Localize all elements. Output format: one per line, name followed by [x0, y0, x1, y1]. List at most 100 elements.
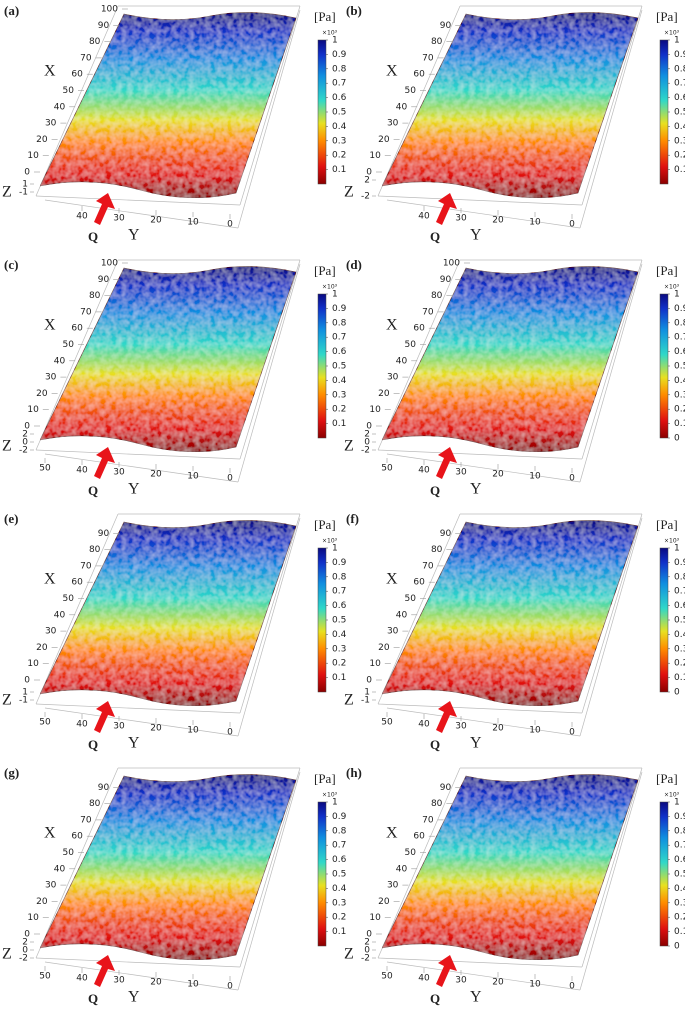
surface [39, 266, 297, 453]
y-tick-label: 50 [39, 718, 51, 728]
colorbar-tick-label: 0.2 [674, 151, 685, 161]
colorbar-tick-label: 0.7 [674, 587, 685, 597]
colorbar-unit: [Pa] [656, 9, 678, 24]
colorbar-tick-label: 0.9 [674, 304, 685, 314]
box-edge [377, 767, 461, 959]
x-tick-label: 20 [378, 897, 390, 907]
colorbar-unit: [Pa] [314, 771, 336, 786]
y-tick-label: 50 [381, 718, 393, 728]
x-tick-label: 70 [80, 53, 92, 63]
colorbar-tick-label: 0.2 [674, 913, 685, 923]
y-tick-label: 20 [150, 216, 162, 226]
x-tick-label: 20 [36, 135, 48, 145]
colorbar-unit: [Pa] [314, 263, 336, 278]
y-tick-label: 10 [187, 980, 199, 990]
surface [381, 774, 639, 961]
x-tick-label: 80 [89, 799, 101, 809]
y-tick-label: 10 [529, 726, 541, 736]
colorbar-tick-label: 1 [674, 798, 680, 808]
panel-label: (e) [4, 511, 18, 526]
colorbar-unit: [Pa] [656, 263, 678, 278]
colorbar-multiplier: ×10³ [664, 792, 680, 799]
box-edge [377, 957, 583, 968]
colorbar-tick-label: 0.1 [332, 165, 346, 175]
colorbar-tick-label: 1 [332, 798, 338, 808]
x-tick-label: 70 [80, 307, 92, 317]
arrow [94, 447, 115, 479]
x-tick-label: 70 [422, 815, 434, 825]
y-tick-label: 0 [569, 982, 575, 992]
x-tick-label: 80 [431, 545, 443, 555]
x-axis-label: X [386, 825, 398, 842]
colorbar-tick-label: 0.5 [332, 108, 346, 118]
x-axis-label: X [386, 317, 398, 334]
z-axis-label: Z [344, 438, 354, 455]
x-tick-label: 60 [413, 832, 425, 842]
colorbar-multiplier: ×10³ [322, 538, 338, 545]
colorbar-tick-label: 1 [674, 36, 680, 46]
x-tick-label: 20 [378, 135, 390, 145]
box-edge [35, 513, 119, 705]
y-tick-label: 10 [187, 218, 199, 228]
box-edge [35, 767, 119, 959]
colorbar-unit: [Pa] [656, 517, 678, 532]
colorbar-tick-label: 0.7 [674, 333, 685, 343]
y-tick-label: 40 [418, 212, 430, 222]
colorbar-tick-label: 0.9 [332, 50, 347, 60]
y-tick-label: 40 [418, 466, 430, 476]
colorbar-tick-label: 0.1 [332, 927, 346, 937]
x-tick-label: 0 [24, 168, 30, 178]
y-axis-label: Y [128, 735, 140, 752]
y-tick-label: 30 [455, 468, 467, 478]
y-tick-label: 30 [113, 722, 125, 732]
colorbar-tick-label: 0.1 [674, 419, 685, 429]
box-edge [581, 767, 643, 968]
colorbar-tick-label: 0.6 [674, 855, 685, 865]
x-tick-label: 10 [27, 913, 39, 923]
y-tick-label: 10 [187, 726, 199, 736]
y-tick-label: 20 [150, 978, 162, 988]
colorbar [317, 39, 327, 185]
z-tick-label: 2 [364, 176, 370, 186]
colorbar-tick-label: 1 [674, 544, 680, 554]
colorbar-tick-label: 0.9 [674, 50, 685, 60]
y-tick-label: 50 [39, 972, 51, 982]
x-tick-label: 10 [27, 659, 39, 669]
box-edge [35, 957, 241, 968]
colorbar-tick-label: 0.2 [332, 659, 346, 669]
x-tick-label: 10 [369, 151, 381, 161]
colorbar-tick-label: 0.6 [332, 347, 347, 357]
colorbar-multiplier: ×10³ [664, 538, 680, 545]
x-tick-label: 100 [101, 259, 118, 269]
x-tick-label: 80 [89, 37, 101, 47]
y-tick-label: 20 [492, 978, 504, 988]
x-tick-label: 30 [45, 627, 57, 637]
colorbar-tick-label: 0.6 [674, 93, 685, 103]
x-tick-label: 90 [98, 529, 110, 539]
colorbar-tick-label: 0.3 [674, 898, 685, 908]
x-tick-label: 60 [413, 324, 425, 334]
x-tick-label: 20 [36, 643, 48, 653]
y-tick-label: 20 [492, 216, 504, 226]
colorbar-tick-label: 0.4 [332, 376, 347, 386]
y-tick-label: 10 [187, 472, 199, 482]
y-tick-label: 20 [492, 724, 504, 734]
arrow [94, 193, 115, 225]
x-tick-label: 60 [71, 70, 83, 80]
x-tick-label: 100 [443, 259, 460, 269]
x-tick-label: 20 [36, 897, 48, 907]
colorbar-multiplier: ×10³ [664, 284, 680, 291]
box-edge [377, 703, 583, 714]
z-axis-label: Z [2, 946, 12, 963]
arrow [436, 955, 457, 987]
y-tick-label: 20 [150, 470, 162, 480]
x-tick-label: 50 [63, 594, 75, 604]
y-axis-label: Y [128, 989, 140, 1006]
colorbar-tick-label: 0.7 [332, 333, 346, 343]
x-tick-label: 30 [387, 119, 399, 129]
arrow [94, 701, 115, 733]
arrow [94, 955, 115, 987]
